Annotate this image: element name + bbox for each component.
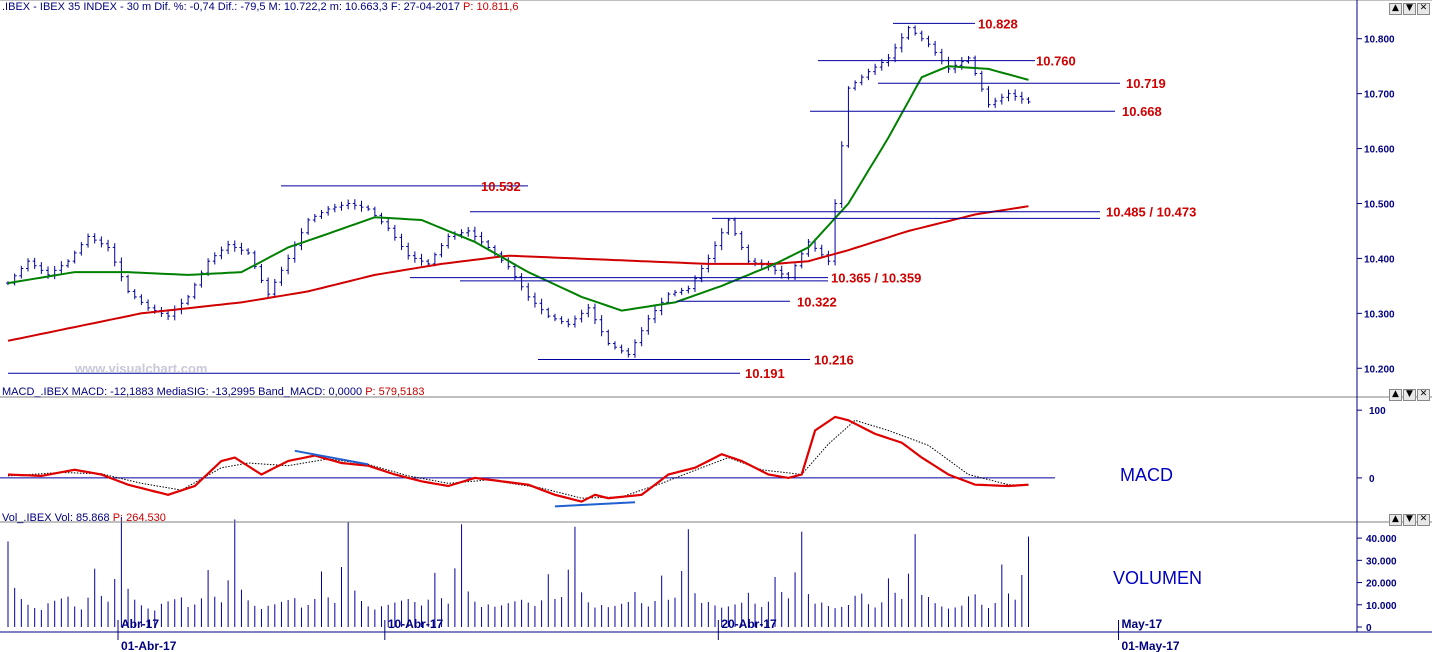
level-label: 10.760 xyxy=(1036,54,1076,69)
x-tick-label: 10-Abr-17 xyxy=(388,617,444,631)
level-label: 10.216 xyxy=(814,352,854,367)
volume-y-tick-label: 30.000 xyxy=(1366,556,1397,567)
watermark: www.visualchart.com xyxy=(74,361,207,376)
price-header-last: P: 10.811,6 xyxy=(463,1,519,13)
volume-header-last: P: 264.530 xyxy=(112,512,166,524)
price-y-tick-label: 10.200 xyxy=(1364,364,1395,375)
level-label: 10.532 xyxy=(481,179,521,194)
volume-panel-up-button[interactable]: ▲ xyxy=(1389,514,1402,526)
volume-panel-minimize-button[interactable]: ▼ xyxy=(1403,514,1416,526)
x-tick-label: 01-May-17 xyxy=(1122,639,1180,652)
price-panel: 10.828 10.760 10.719 10.668 10.532 10.485 / 1… xyxy=(6,16,1196,381)
level-label: 10.365 / 10.359 xyxy=(831,271,921,286)
level-label: 10.191 xyxy=(745,366,785,381)
macd-trendline xyxy=(554,501,636,508)
x-tick-label: 20-Abr-17 xyxy=(721,617,777,631)
price-y-tick-label: 10.800 xyxy=(1364,35,1395,46)
volume-header-stats: Vol_.IBEX Vol: 85.868 xyxy=(2,512,110,524)
x-axis: Abr-17 01-Abr-17 10-Abr-17 20-Abr-17 May-17 0… xyxy=(117,617,1180,652)
level-label: 10.719 xyxy=(1126,76,1166,91)
volume-y-tick-label: 0 xyxy=(1366,623,1372,634)
x-tick-label: Abr-17 xyxy=(121,617,159,631)
price-header: .IBEX - IBEX 35 INDEX - 30 m Dif. %: -0,… xyxy=(2,1,518,13)
volume-header: Vol_.IBEX Vol: 85.868 P: 264.530 xyxy=(2,512,166,524)
macd-header: MACD_.IBEX MACD: -12,1883 MediaSIG: -13,… xyxy=(2,386,425,398)
macd-panel-label: MACD xyxy=(1120,465,1173,485)
price-header-name: .IBEX - IBEX 35 INDEX xyxy=(2,1,117,13)
macd-header-stats: MACD_.IBEX MACD: -12,1883 MediaSIG: -13,… xyxy=(2,386,363,398)
sma-long-line xyxy=(7,205,1029,342)
price-panel-close-button[interactable]: ✕ xyxy=(1417,3,1430,15)
macd-y-tick-label: 0 xyxy=(1369,474,1375,485)
macd-line xyxy=(7,415,1029,503)
level-label: 10.322 xyxy=(797,294,837,309)
volume-panel xyxy=(7,517,1030,627)
price-y-tick-label: 10.600 xyxy=(1364,145,1395,156)
sma-short-line xyxy=(7,65,1029,312)
x-tick-label: 01-Abr-17 xyxy=(121,639,177,652)
volume-y-tick-label: 40.000 xyxy=(1366,534,1397,545)
macd-panel-close-button[interactable]: ✕ xyxy=(1417,389,1430,401)
x-tick-label: May-17 xyxy=(1122,617,1163,631)
price-panel-up-button[interactable]: ▲ xyxy=(1389,3,1402,15)
macd-panel-minimize-button[interactable]: ▼ xyxy=(1403,389,1416,401)
price-y-tick-label: 10.700 xyxy=(1364,90,1395,101)
macd-header-last: P: 579,5183 xyxy=(365,386,425,398)
level-label: 10.828 xyxy=(978,16,1018,31)
macd-y-tick-label: 100 xyxy=(1369,406,1386,417)
volume-y-tick-label: 20.000 xyxy=(1366,579,1397,590)
volume-y-tick-label: 10.000 xyxy=(1366,601,1397,612)
volume-panel-label: VOLUMEN xyxy=(1113,568,1203,588)
price-panel-minimize-button[interactable]: ▼ xyxy=(1403,3,1416,15)
signal-line xyxy=(7,419,1029,499)
price-y-tick-label: 10.500 xyxy=(1364,199,1395,210)
macd-trendline xyxy=(294,449,369,466)
price-header-stats: - 30 m Dif. %: -0,74 Dif.: -79,5 M: 10.7… xyxy=(120,1,460,13)
volume-bars xyxy=(7,517,1030,627)
level-label: 10.485 / 10.473 xyxy=(1106,205,1196,220)
price-y-tick-label: 10.300 xyxy=(1364,309,1395,320)
ohlc-bars xyxy=(6,25,1031,358)
macd-panel-up-button[interactable]: ▲ xyxy=(1389,389,1402,401)
price-y-tick-label: 10.400 xyxy=(1364,254,1395,265)
level-label: 10.668 xyxy=(1122,104,1162,119)
volume-panel-close-button[interactable]: ✕ xyxy=(1417,514,1430,526)
macd-panel xyxy=(0,415,1055,508)
